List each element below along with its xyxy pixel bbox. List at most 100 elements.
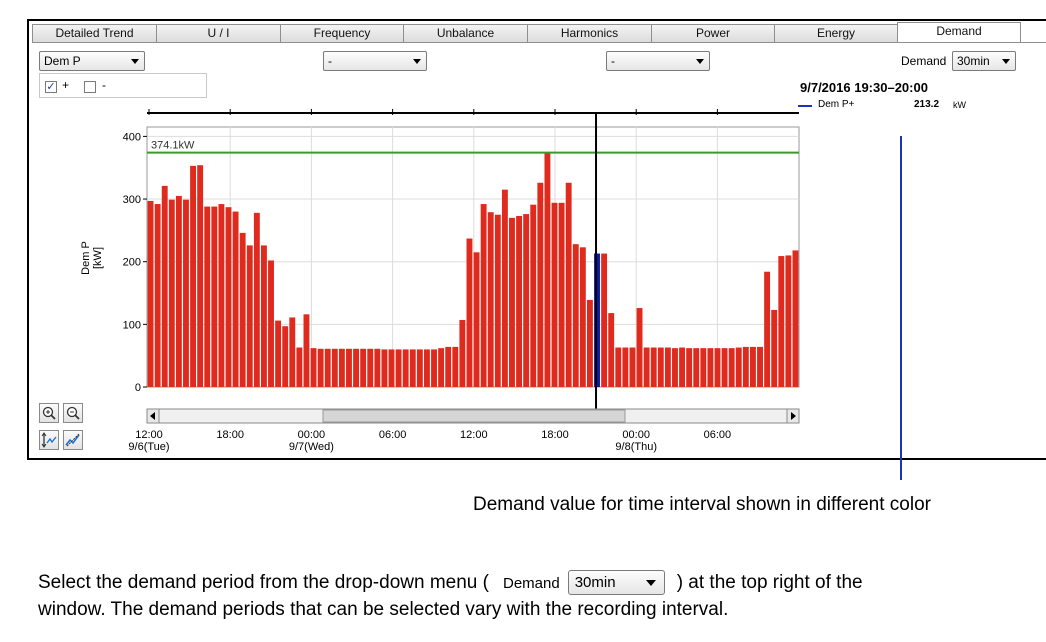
x-tick-label: 18:00 — [541, 429, 569, 441]
bar — [147, 200, 154, 387]
parameter-select-1[interactable]: Dem P — [39, 51, 145, 71]
parameter-select-3[interactable]: - — [606, 51, 710, 71]
bar — [239, 232, 246, 387]
tab-harmonics[interactable]: Harmonics — [527, 24, 651, 43]
bar — [586, 299, 593, 387]
instruction-line2: window. The demand periods that can be s… — [38, 599, 729, 620]
bar — [282, 326, 289, 387]
bar — [409, 349, 416, 387]
bar — [289, 317, 296, 387]
zoom-in-button[interactable] — [39, 403, 59, 423]
demand-window: Detailed Trend U / I Frequency Unbalance Har… — [27, 19, 1046, 460]
bar — [232, 211, 239, 387]
bar — [558, 202, 565, 387]
x-tick-label: 06:00 — [704, 429, 732, 441]
x-tick-label: 12:00 — [460, 429, 488, 441]
bar — [331, 348, 338, 387]
bar — [679, 347, 686, 387]
instruction-part1: Select the demand period from the drop-d… — [38, 572, 489, 593]
bar — [438, 348, 445, 387]
tab-bar: Detailed Trend U / I Frequency Unbalance Har… — [32, 22, 1046, 43]
bar — [785, 255, 792, 387]
bar — [537, 182, 544, 387]
bar — [161, 185, 168, 387]
bar — [523, 214, 530, 387]
bar — [402, 349, 409, 387]
bar — [657, 347, 664, 387]
instruction-demand-word: Demand — [502, 575, 560, 592]
y-tick-label: 200 — [123, 257, 141, 269]
tab-demand[interactable]: Demand — [897, 22, 1021, 43]
y-tick-label: 100 — [123, 319, 141, 331]
readout-series-name: Dem P+ — [818, 99, 855, 110]
tab-unbalance[interactable]: Unbalance — [403, 24, 527, 43]
instruction-demand-select: 30min — [567, 570, 665, 596]
readout-value: 213.2 — [914, 99, 940, 110]
bar — [154, 204, 161, 387]
instruction-text: Select the demand period from the drop-d… — [38, 570, 1038, 623]
bar — [416, 349, 423, 387]
x-tick-label: 00:00 — [622, 429, 650, 441]
y-tick-label: 400 — [123, 131, 141, 143]
x-tick-label: 06:00 — [379, 429, 407, 441]
tab-divider — [32, 42, 1046, 43]
zoom-in-icon — [42, 406, 56, 420]
bar — [672, 348, 678, 387]
tab-power[interactable]: Power — [651, 24, 774, 43]
y-axis-label: Dem P — [80, 241, 92, 275]
bar — [374, 348, 381, 387]
bar — [225, 207, 232, 387]
bar — [771, 309, 778, 387]
arrow-left-icon — [150, 412, 155, 420]
x-tick-label: 12:00 — [135, 429, 163, 441]
auto-scale-button[interactable] — [63, 430, 83, 450]
bar — [324, 348, 331, 387]
bar — [275, 320, 282, 387]
scrollbar-thumb — [322, 409, 626, 423]
chevron-down-icon — [131, 59, 139, 64]
x-tick-label: 00:00 — [298, 429, 326, 441]
chevron-down-icon — [696, 59, 704, 64]
zoom-out-button[interactable] — [63, 403, 83, 423]
chevron-down-icon — [645, 580, 656, 587]
parameter-select-2[interactable]: - — [323, 51, 427, 71]
checkbox-plus[interactable]: ✓ — [45, 81, 57, 93]
checkbox-minus-label: - — [102, 78, 106, 92]
chevron-down-icon — [413, 59, 421, 64]
x-tick-date-label: 9/7(Wed) — [289, 441, 334, 453]
bar — [501, 189, 508, 387]
tab-u-i[interactable]: U / I — [156, 24, 280, 43]
bar — [303, 314, 310, 387]
bar — [757, 346, 763, 387]
arrow-right-icon — [791, 412, 796, 420]
bar — [792, 250, 799, 387]
bar — [338, 348, 345, 387]
bar — [764, 271, 771, 387]
parameter-select-2-value: - — [328, 54, 332, 68]
demand-period-value: 30min — [957, 54, 990, 68]
demand-period-select[interactable]: 30min — [952, 51, 1016, 71]
bar — [431, 349, 437, 387]
series-checkbox-panel: ✓ + - — [39, 73, 207, 98]
bar — [516, 215, 523, 387]
bar — [565, 182, 572, 387]
bar — [246, 245, 253, 387]
bar — [480, 204, 487, 387]
bar — [317, 348, 324, 387]
vertical-autoscale-icon — [41, 432, 57, 448]
checkbox-minus[interactable] — [84, 81, 96, 93]
vertical-autoscale-button[interactable] — [39, 430, 59, 450]
legend-line-icon — [798, 105, 812, 107]
bar — [204, 206, 211, 387]
bar — [693, 348, 700, 387]
bar — [445, 346, 452, 387]
bar — [487, 212, 494, 387]
bar — [296, 347, 303, 387]
bar — [622, 347, 629, 387]
bar — [707, 348, 714, 387]
bar — [629, 347, 636, 387]
bar — [459, 319, 466, 387]
parameter-select-3-value: - — [611, 54, 615, 68]
bar — [381, 349, 388, 387]
bar — [579, 247, 586, 387]
